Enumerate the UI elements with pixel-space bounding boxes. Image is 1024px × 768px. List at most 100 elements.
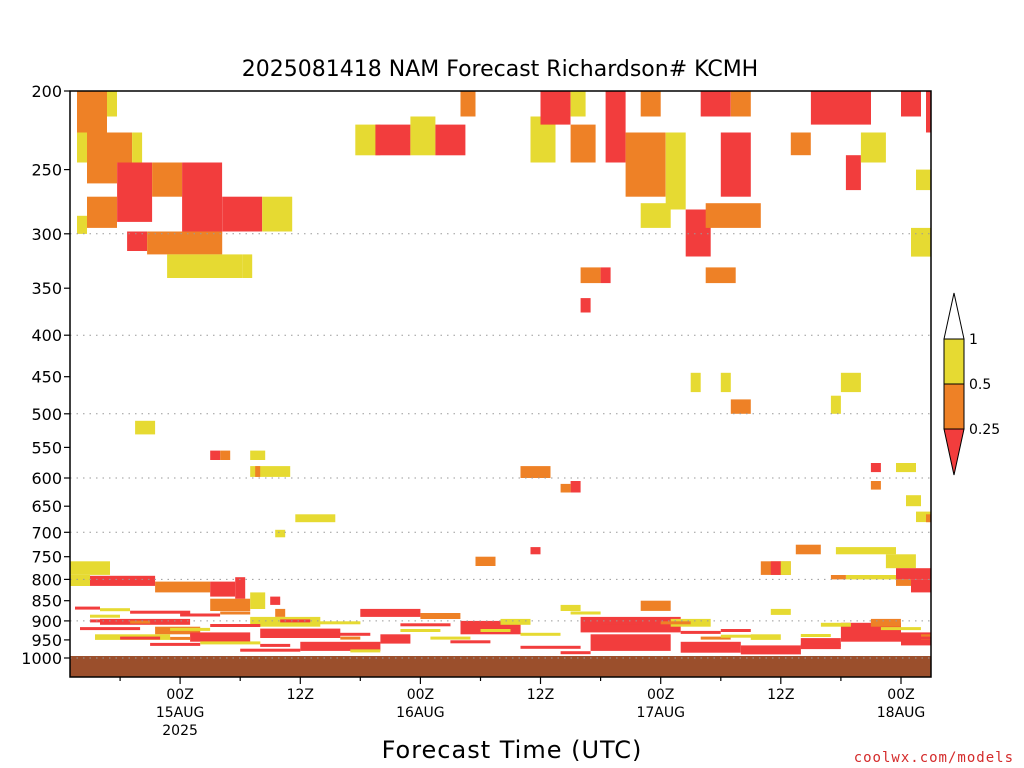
ri-cell-10 (77, 215, 87, 234)
x-axis-title: Forecast Time (UTC) (382, 736, 643, 764)
ri-cell-82 (70, 575, 90, 586)
legend-over-arrow (943, 292, 965, 340)
ri-streak-34 (350, 649, 381, 653)
ri-cell-89 (270, 596, 281, 605)
pressure-gridlines (70, 233, 931, 659)
ri-cell-0 (77, 91, 107, 133)
ri-cell-14 (147, 231, 223, 255)
ri-streak-3 (90, 614, 120, 618)
ri-cell-58 (570, 481, 581, 493)
surface-band (70, 656, 931, 677)
ri-cell-84 (155, 581, 211, 593)
ri-cell-86 (210, 598, 251, 611)
credit-text: coolwx.com/models (854, 750, 1014, 766)
ri-streak-41 (901, 636, 931, 640)
ri-streak-11 (150, 642, 201, 646)
ri-streak-8 (210, 624, 261, 627)
ri-streak-39 (720, 629, 751, 632)
ri-cell-63 (840, 372, 861, 393)
ri-cell-54 (250, 450, 266, 460)
ri-cell-104 (580, 616, 681, 633)
y-tick-label-200: 200 (31, 82, 62, 101)
ri-cell-33 (720, 132, 751, 197)
x-tick-label-4-1: 00Z (647, 687, 674, 703)
ri-cell-51 (135, 420, 156, 435)
ri-streak-36 (480, 629, 511, 632)
ri-cell-3 (77, 132, 87, 163)
x-tick-label-0-2: 15AUG (156, 705, 205, 721)
ri-cell-15 (167, 254, 243, 278)
legend-label-2: 0.25 (969, 422, 1000, 438)
ri-cell-90 (275, 608, 286, 617)
ri-cell-13 (127, 231, 148, 251)
ri-streak-38 (660, 621, 691, 625)
ri-cell-1 (107, 91, 117, 117)
ri-streak-13 (260, 643, 291, 647)
ri-cell-119 (896, 568, 931, 580)
ri-streak-18 (400, 623, 451, 627)
ri-cell-106 (590, 634, 671, 651)
ri-cell-43 (916, 169, 931, 191)
ri-cell-109 (740, 645, 801, 655)
ri-cell-123 (830, 575, 846, 580)
x-tick-label-1-1: 12Z (287, 687, 314, 703)
ri-cell-68 (906, 495, 921, 507)
ri-streak-24 (560, 651, 591, 655)
ri-cell-73 (475, 556, 496, 566)
ri-cell-44 (911, 227, 931, 257)
ri-streak-37 (600, 621, 641, 625)
x-tick-label-4-2: 17AUG (636, 705, 685, 721)
ri-cell-41 (926, 91, 931, 133)
ri-cell-37 (790, 132, 811, 156)
ri-cell-98 (360, 608, 421, 617)
legend-label-1: 0.5 (969, 377, 991, 393)
ri-streak-4 (180, 613, 221, 617)
ri-streak-10 (170, 636, 191, 640)
ri-cell-29 (640, 91, 661, 117)
y-tick-label-550: 550 (31, 438, 62, 457)
ri-cell-26 (605, 91, 626, 163)
ri-cell-32 (705, 203, 761, 228)
y-tick-label-300: 300 (31, 225, 62, 244)
ri-streak-28 (720, 634, 761, 638)
ri-cell-55 (250, 466, 291, 477)
ri-streak-12 (200, 641, 261, 645)
ri-cell-30 (640, 203, 671, 228)
ri-streak-22 (520, 632, 561, 636)
ri-cell-102 (380, 634, 411, 644)
legend: 1 0.5 0.25 (943, 292, 1000, 476)
ri-cell-19 (410, 116, 436, 156)
ri-cell-56 (255, 466, 261, 477)
x-tick-label-6-1: 00Z (887, 687, 914, 703)
ri-cell-48 (580, 298, 591, 313)
ri-cell-64 (830, 395, 841, 414)
ri-cell-23 (540, 91, 571, 125)
y-tick-label-250: 250 (31, 161, 62, 180)
ri-cell-46 (580, 267, 601, 284)
ri-cell-8 (182, 162, 223, 234)
ri-cell-52 (210, 450, 221, 460)
x-tick-label-0-1: 00Z (166, 687, 193, 703)
ri-cell-110 (750, 634, 781, 640)
ri-cell-122 (845, 575, 896, 580)
ri-cell-57 (520, 466, 551, 478)
ri-streak-40 (880, 627, 921, 631)
ri-cell-97 (300, 641, 381, 651)
ri-cell-12 (262, 196, 293, 232)
ri-cell-71 (295, 514, 336, 523)
y-tick-label-900: 900 (31, 612, 62, 631)
ri-cell-2 (87, 132, 133, 163)
plot-frame (69, 90, 932, 678)
ri-cell-79 (835, 547, 896, 555)
ri-cell-77 (770, 561, 781, 575)
ri-cell-70 (926, 514, 931, 523)
ri-cell-115 (820, 622, 851, 627)
ri-cell-59 (560, 483, 571, 493)
ri-streak-15 (310, 621, 361, 625)
y-tick-label-350: 350 (31, 279, 62, 298)
y-tick-label-650: 650 (31, 497, 62, 516)
ri-streak-7 (170, 627, 211, 631)
ri-streak-5 (220, 611, 251, 615)
ri-cell-34 (700, 91, 731, 117)
ri-cell-108 (680, 641, 741, 653)
